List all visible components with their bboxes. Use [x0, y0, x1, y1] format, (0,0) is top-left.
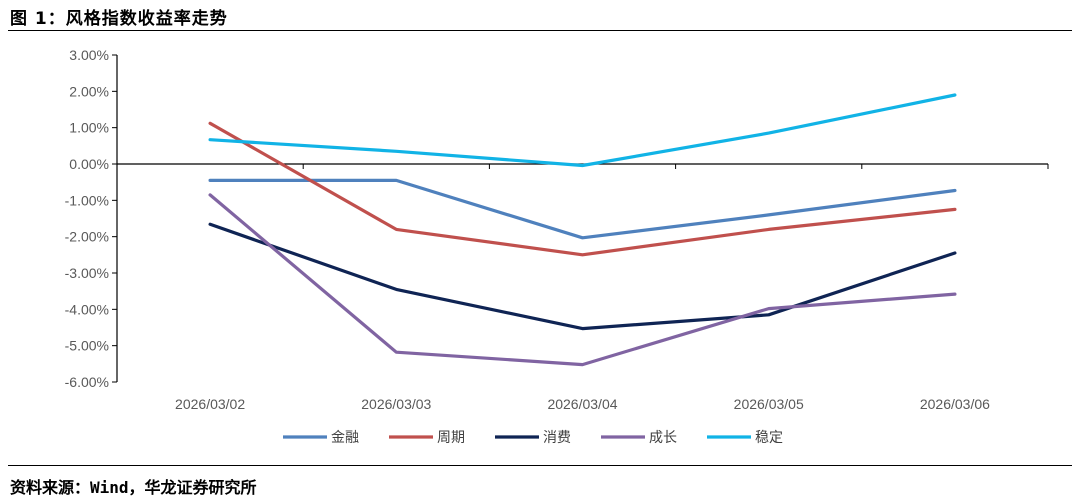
legend-label: 消费 — [543, 430, 571, 446]
y-tick-label: -1.00% — [65, 192, 109, 208]
y-tick-label: 1.00% — [69, 120, 109, 136]
series-line-稳定 — [208, 93, 957, 168]
y-tick-label: -6.00% — [65, 374, 109, 390]
legend-label: 成长 — [649, 430, 677, 446]
legend-label: 金融 — [331, 430, 359, 446]
bottom-rule — [8, 465, 1072, 466]
x-tick-label: 2026/03/02 — [175, 396, 245, 412]
y-tick-label: -5.00% — [65, 338, 109, 354]
x-tick-label: 2026/03/04 — [547, 396, 617, 412]
y-tick-label: -2.00% — [65, 229, 109, 245]
y-tick-label: 3.00% — [69, 47, 109, 63]
y-tick-label: -3.00% — [65, 265, 109, 281]
legend-item: 金融 — [283, 430, 359, 446]
legend-label: 周期 — [437, 430, 465, 446]
y-tick-label: -4.00% — [65, 301, 109, 317]
source-note: 资料来源：Wind，华龙证券研究所 — [10, 478, 257, 497]
legend-item: 周期 — [389, 430, 465, 446]
series-line-成长 — [208, 193, 957, 367]
x-tick-label: 2026/03/06 — [920, 396, 990, 412]
y-tick-label: 0.00% — [69, 156, 109, 172]
series-lines — [208, 93, 957, 367]
figure-title: 图 1：风格指数收益率走势 — [10, 9, 228, 29]
x-tick-label: 2026/03/03 — [361, 396, 431, 412]
line-chart: 3.00% 2.00% 1.00% 0.00% -1.00% -2.00% -3.00% -4… — [65, 47, 1049, 446]
legend-item: 稳定 — [707, 430, 783, 446]
series-line-金融 — [208, 178, 957, 240]
legend-item: 消费 — [495, 430, 571, 446]
top-rule — [8, 30, 1072, 31]
x-tick-label: 2026/03/05 — [734, 396, 804, 412]
series-line-消费 — [208, 222, 957, 331]
legend-item: 成长 — [601, 430, 677, 446]
series-line-周期 — [208, 121, 957, 257]
x-axis: 2026/03/02 2026/03/03 2026/03/04 2026/03/05… — [116, 163, 1049, 412]
legend-label: 稳定 — [755, 430, 783, 446]
y-axis: 3.00% 2.00% 1.00% 0.00% -1.00% -2.00% -3.00% -4… — [65, 47, 118, 390]
y-tick-label: 2.00% — [69, 83, 109, 99]
legend: 金融 周期 消费 成长 稳定 — [283, 430, 783, 446]
